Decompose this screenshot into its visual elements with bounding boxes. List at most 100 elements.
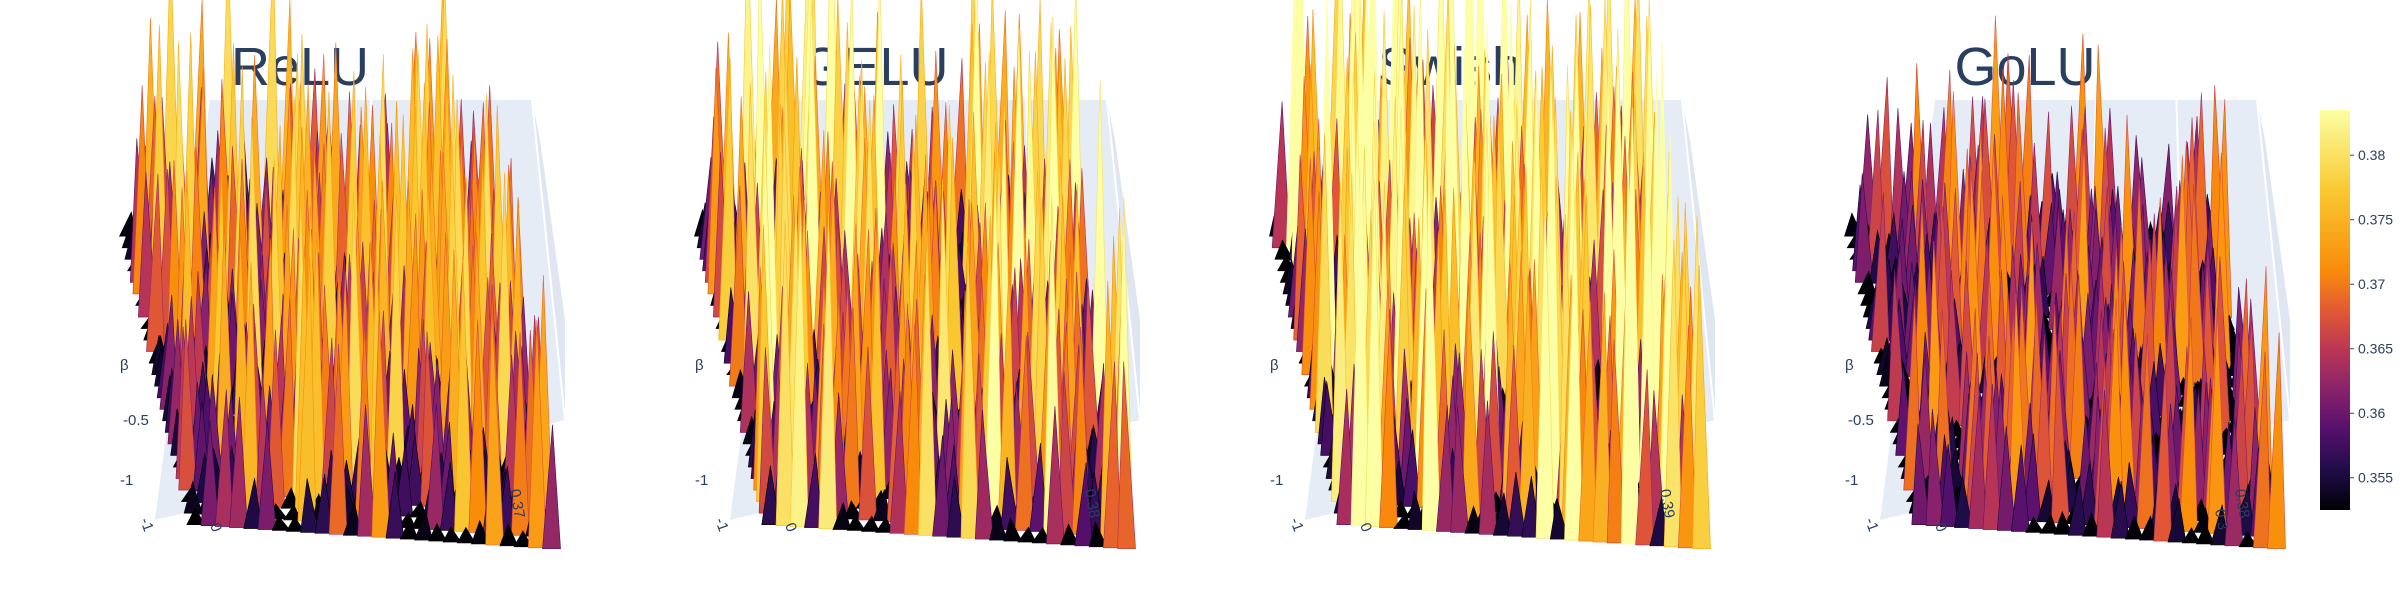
- surface-spike: [2124, 515, 2144, 540]
- surface-spike: [243, 478, 263, 529]
- surface-spike: [1578, 301, 1598, 542]
- surface-spike: [1364, 179, 1384, 527]
- surface-spike: [485, 308, 504, 546]
- tick-label-beta: -0.5: [123, 412, 149, 429]
- surface-spike: [932, 435, 951, 537]
- surface-spike: [499, 523, 519, 547]
- surface-spike: [974, 410, 994, 540]
- surface-spike: [1436, 405, 1455, 532]
- surface-spike: [1060, 523, 1080, 546]
- surface-spike: [257, 421, 277, 530]
- surface-spike: [818, 212, 838, 529]
- surface-spike: [1606, 339, 1626, 544]
- surface-plot[interactable]: β-1-1 00.39: [1170, 0, 1730, 600]
- surface-spike: [1492, 492, 1512, 536]
- surface-spike: [2238, 531, 2258, 548]
- surface-spike: [1887, 269, 1906, 422]
- surface-spike: [846, 514, 866, 531]
- surface-spike: [1478, 400, 1498, 535]
- surface-spike: [2067, 479, 2087, 536]
- surface-spike: [1464, 505, 1484, 534]
- surface-spike: [1954, 475, 1973, 528]
- surface-spike: [1996, 426, 2016, 531]
- surface-spike: [200, 419, 220, 526]
- surface-spike: [371, 310, 391, 538]
- surface-spike: [1535, 195, 1555, 539]
- surface-spike: [399, 518, 419, 540]
- tick-label-x: -1: [136, 516, 157, 534]
- tick-label-x: -1: [711, 516, 732, 534]
- surface-spike: [1911, 423, 1931, 526]
- surface-spike: [2025, 516, 2045, 533]
- tick-label-x: -1: [1861, 516, 1882, 534]
- surface-spike: [314, 473, 334, 534]
- panel-gelu[interactable]: GELU β -1 -1 0 0.38: [595, 0, 1155, 600]
- surface-spike: [229, 396, 248, 528]
- surface-spike: [858, 346, 878, 521]
- surface-spike: [1982, 383, 2002, 530]
- surface-spike: [1564, 189, 1583, 541]
- surface-spike: [775, 220, 795, 526]
- panel-golu[interactable]: GoLU β -0.5 -1 -1 0 0.38 0.3: [1745, 0, 2305, 600]
- surface-spike: [960, 242, 980, 539]
- surface-spike: [1663, 239, 1683, 548]
- surface-spike: [442, 526, 462, 543]
- surface-spike: [989, 509, 1008, 541]
- surface-spike: [860, 515, 880, 532]
- surface-spike: [946, 476, 966, 538]
- surface-plot[interactable]: β-0.5-1-1 00.380.3: [1745, 0, 2305, 600]
- axis-label-beta: β: [1270, 357, 1279, 374]
- surface-spike: [406, 434, 425, 506]
- surface-spike: [1592, 292, 1612, 543]
- surface-spike: [875, 516, 895, 533]
- tick-label-y: -1: [1845, 472, 1858, 489]
- surface-spike: [1677, 325, 1697, 549]
- grid-line: [1681, 99, 1716, 421]
- surface-spike: [1102, 361, 1122, 549]
- surface-spike: [328, 343, 348, 535]
- surface-spike: [513, 530, 533, 548]
- surface-spike: [1621, 154, 1640, 545]
- surface-spike: [1407, 490, 1427, 530]
- surface-spike: [542, 424, 561, 550]
- tick-label-z: 0.38: [1081, 488, 1103, 520]
- surface-spike: [1421, 163, 1441, 531]
- surface-spike: [271, 515, 291, 531]
- colorbar-tick-label: 0.37: [2358, 276, 2385, 292]
- surface-plot[interactable]: β-1-1 00.38: [595, 0, 1155, 600]
- surface-spike: [1117, 361, 1136, 550]
- surface-spike: [832, 501, 852, 530]
- surface-spike: [1939, 443, 1959, 527]
- surface-spike: [385, 471, 405, 539]
- axis-label-beta: β: [695, 357, 704, 374]
- tick-label-z: 0.37: [506, 488, 528, 520]
- grid-line: [531, 99, 566, 421]
- surface-spike: [2267, 332, 2286, 550]
- tick-label-z: 0.39: [1656, 488, 1678, 520]
- colorbar-gradient: [2320, 110, 2350, 510]
- surface-spike: [2039, 514, 2059, 534]
- surface-spike: [1088, 521, 1108, 548]
- panel-title: GoLU: [1954, 37, 2096, 97]
- surface-spike: [414, 511, 433, 541]
- grid-line: [2256, 99, 2291, 421]
- surface-spike: [2252, 351, 2272, 549]
- colorbar-tick-label: 0.355: [2358, 470, 2393, 486]
- axis-label-beta: β: [1845, 357, 1854, 374]
- surface-spike: [214, 389, 234, 527]
- surface-spike: [1336, 388, 1356, 526]
- panel-swish[interactable]: Swish β-1-100.39: [1170, 0, 1730, 600]
- surface-spike: [1635, 369, 1654, 546]
- surface-spike: [2053, 510, 2073, 535]
- surface-spike: [2167, 498, 2187, 543]
- panel-relu[interactable]: ReLU β -0.5 -1 -1 0 0.37: [20, 0, 580, 600]
- colorbar-tick-label: 0.38: [2358, 147, 2385, 163]
- surface-spike: [2138, 515, 2158, 541]
- axis-label-beta: β: [120, 357, 129, 374]
- surface-spike: [761, 465, 781, 526]
- surface-spike: [1046, 406, 1065, 545]
- tick-label-x: -1: [1286, 516, 1307, 534]
- surface-plot[interactable]: β-0.5-1-1 00.37: [20, 0, 580, 600]
- surface-spike: [789, 202, 809, 527]
- colorbar-tick-label: 0.36: [2358, 405, 2385, 421]
